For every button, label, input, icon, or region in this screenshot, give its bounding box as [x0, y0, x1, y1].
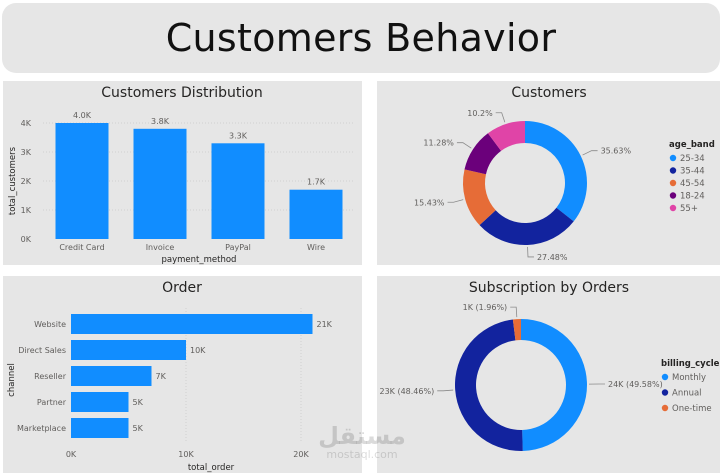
data-label: 3.8K — [151, 117, 170, 126]
y-tick-label: Website — [34, 320, 66, 329]
slice-data-label: 1K (1.96%) — [463, 303, 508, 312]
slice-data-label: 10.2% — [467, 109, 493, 118]
data-label: 5K — [133, 398, 144, 407]
legend-marker — [661, 404, 669, 412]
legend-marker — [669, 154, 677, 162]
donut-slice-annual[interactable] — [454, 319, 523, 451]
slice-data-label: 27.48% — [537, 253, 568, 262]
legend-item-label[interactable]: 55+ — [680, 204, 698, 214]
slice-data-label: 35.63% — [601, 147, 632, 156]
y-tick-label: 3K — [21, 148, 32, 157]
x-tick-label: 0K — [66, 450, 77, 459]
label-leader-line — [495, 112, 506, 123]
data-label: 21K — [317, 320, 333, 329]
chart-svg: Order 0K 10K 20K Website 21K Direct Sales 10K Re… — [7, 280, 333, 473]
label-leader-line — [510, 306, 518, 318]
mostaql-watermark: مستقل mostaql.com — [312, 423, 412, 461]
x-axis-title: total_order — [188, 463, 235, 473]
chart-title: Customers Distribution — [101, 85, 262, 101]
bar[interactable] — [211, 143, 265, 239]
chart-title: Order — [162, 280, 202, 296]
label-leader-line — [582, 150, 598, 156]
chart-svg: Customers 35.63% 27.48% 15.43% 11.28% 10.2% ag… — [414, 85, 715, 262]
legend-marker — [669, 179, 677, 187]
legend-marker — [669, 167, 677, 174]
slice-data-label: 15.43% — [414, 198, 445, 207]
label-leader-line — [456, 142, 472, 149]
watermark-main: مستقل — [318, 422, 406, 450]
y-tick-label: 2K — [21, 177, 32, 186]
label-leader-line — [437, 389, 454, 392]
y-tick-label: Marketplace — [17, 424, 66, 433]
data-label: 10K — [190, 346, 206, 355]
x-axis-title: payment_method — [162, 255, 237, 265]
legend-item-label[interactable]: 35-44 — [680, 167, 705, 177]
x-tick-label: Credit Card — [59, 243, 104, 252]
customers-donut-panel[interactable]: Customers 35.63% 27.48% 15.43% 11.28% 10.2% ag… — [377, 81, 720, 265]
label-leader-line — [527, 246, 534, 258]
donut-slice-one-time[interactable] — [512, 319, 521, 341]
donut-slice-25-34[interactable] — [525, 121, 587, 222]
x-tick-label: PayPal — [225, 243, 251, 252]
data-label: 1.7K — [307, 178, 326, 187]
legend-marker — [669, 204, 677, 212]
slice-data-label: 23K (48.46%) — [379, 387, 434, 396]
bar[interactable] — [71, 418, 129, 438]
donut-slice-55-[interactable] — [487, 121, 525, 151]
legend-item-label[interactable]: 45-54 — [680, 179, 705, 189]
data-label: 7K — [156, 372, 167, 381]
legend-item-label[interactable]: Annual — [672, 389, 702, 399]
legend-item-label[interactable]: Monthly — [672, 373, 706, 383]
customers-distribution-panel[interactable]: Customers Distribution 0K 1K 2K 3K 4K 4.0K Cred… — [3, 81, 362, 265]
legend-item-label[interactable]: 25-34 — [680, 154, 705, 164]
chart-svg: Customers Distribution 0K 1K 2K 3K 4K 4.0K Cred… — [8, 85, 355, 265]
y-tick-label: Partner — [37, 398, 67, 407]
bar[interactable] — [133, 128, 187, 239]
x-tick-label: Wire — [307, 243, 325, 252]
bar[interactable] — [71, 340, 186, 360]
data-label: 3.3K — [229, 131, 248, 140]
legend-title: age_band — [669, 140, 715, 150]
x-tick-label: 10K — [178, 450, 194, 459]
x-tick-label: 20K — [293, 450, 309, 459]
chart-title: Subscription by Orders — [469, 280, 629, 296]
legend-marker — [661, 373, 669, 381]
donut-slice-monthly[interactable] — [521, 319, 588, 451]
slice-data-label: 11.28% — [423, 139, 454, 148]
order-panel[interactable]: Order 0K 10K 20K Website 21K Direct Sales 10K Re… — [3, 276, 362, 473]
x-tick-label: Invoice — [146, 243, 175, 252]
y-tick-label: Direct Sales — [18, 346, 66, 355]
legend-title: billing_cycle — [661, 359, 720, 369]
donut-slice-18-24[interactable] — [464, 133, 502, 175]
bar[interactable] — [289, 189, 343, 239]
y-axis-title: channel — [7, 363, 17, 397]
dashboard-title: Customers Behavior — [165, 16, 557, 60]
data-label: 4.0K — [73, 111, 92, 120]
donut-slice-35-44[interactable] — [479, 207, 574, 245]
legend-marker — [661, 389, 669, 396]
dashboard-title-bar: Customers Behavior — [2, 3, 720, 73]
donut-slice-45-54[interactable] — [463, 169, 496, 226]
y-axis-title: total_customers — [8, 146, 18, 215]
bar[interactable] — [55, 123, 109, 239]
y-tick-label: 0K — [21, 235, 32, 244]
y-tick-label: 4K — [21, 119, 32, 128]
chart-svg: Subscription by Orders 24K (49.58%) 23K (4… — [379, 280, 720, 451]
y-tick-label: 1K — [21, 206, 32, 215]
slice-data-label: 24K (49.58%) — [608, 380, 663, 389]
legend-item-label[interactable]: 18-24 — [680, 192, 705, 202]
data-label: 5K — [133, 424, 144, 433]
bar[interactable] — [71, 366, 152, 386]
chart-title: Customers — [511, 85, 586, 101]
watermark-sub: mostaql.com — [326, 448, 398, 461]
y-tick-label: Reseller — [34, 372, 67, 381]
legend-item-label[interactable]: One-time — [672, 404, 712, 414]
legend-marker — [669, 192, 677, 199]
bar[interactable] — [71, 392, 129, 412]
label-leader-line — [447, 199, 464, 203]
bar[interactable] — [71, 314, 313, 334]
subscription-panel[interactable]: Subscription by Orders 24K (49.58%) 23K (4… — [377, 276, 720, 473]
